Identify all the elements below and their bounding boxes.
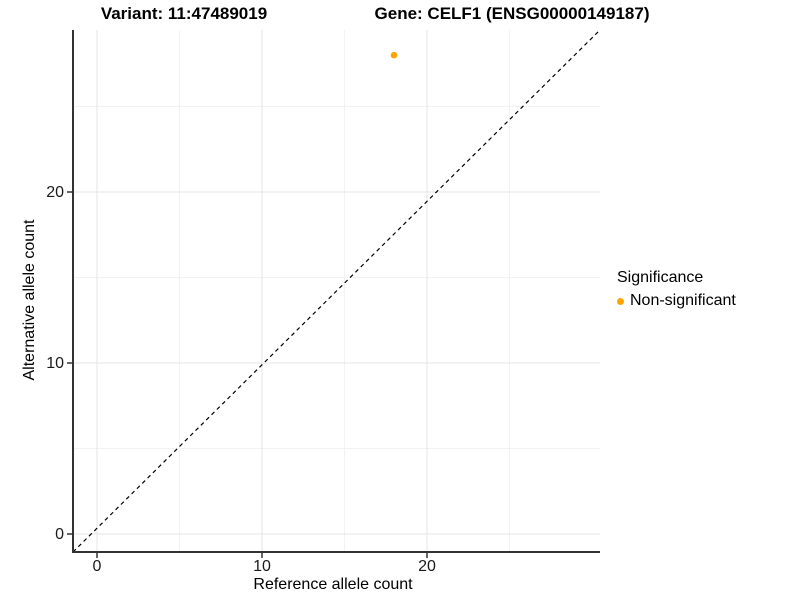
legend-point-icon bbox=[617, 297, 624, 305]
y-axis-title: Alternative allele count bbox=[21, 219, 38, 381]
legend: Significance Non-significant bbox=[617, 269, 736, 310]
x-tick-label: 20 bbox=[418, 558, 436, 575]
identity-line bbox=[72, 29, 601, 553]
legend-title: Significance bbox=[617, 269, 704, 286]
data-point bbox=[390, 51, 398, 59]
y-tick-label: 20 bbox=[46, 184, 64, 201]
y-tick-label: 10 bbox=[46, 355, 64, 372]
plot-title-gene: Gene: CELF1 (ENSG00000149187) bbox=[374, 4, 650, 23]
x-axis-title: Reference allele count bbox=[253, 576, 413, 593]
x-tick-label: 10 bbox=[253, 558, 271, 575]
x-tick-label: 0 bbox=[93, 558, 102, 575]
plot-title-variant: Variant: 11:47489019 bbox=[100, 4, 268, 23]
legend-item: Non-significant bbox=[617, 292, 736, 310]
legend-item-label: Non-significant bbox=[630, 292, 736, 309]
y-tick-label: 0 bbox=[55, 526, 64, 543]
